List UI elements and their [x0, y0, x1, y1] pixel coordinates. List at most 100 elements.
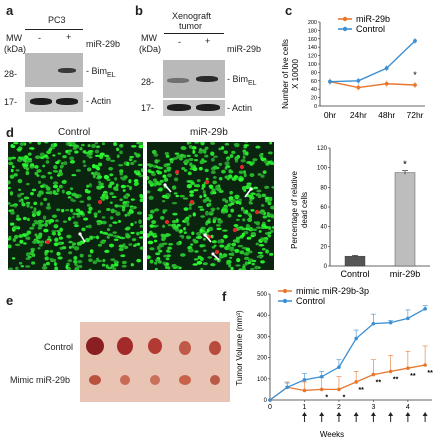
chart-f-point: [388, 320, 393, 325]
tumor-sample: [150, 375, 160, 385]
chart-f-annotation: *: [325, 394, 328, 401]
chart-c-ytick-label: 20: [311, 96, 317, 102]
chart-c-point: [356, 85, 361, 90]
chart-f-injection-arrowhead: [422, 412, 428, 416]
tumor-sample: [86, 337, 104, 355]
panel-a-band-actin: - Actin: [86, 96, 112, 106]
chart-c-ytick-label: 60: [311, 79, 317, 85]
chart-f-point: [302, 388, 307, 393]
chart-f-injection-arrowhead: [353, 412, 359, 416]
chart-c-point: [413, 39, 417, 43]
chart-c-ytick-label: 100: [308, 62, 317, 68]
panel-b-actin-band-1: [167, 104, 191, 111]
chart-f-point: [319, 387, 324, 392]
chart-c-legend-label: Control: [356, 24, 385, 34]
tumor-sample: [117, 337, 133, 355]
chart-d-ytick-label: 80: [320, 185, 327, 191]
cell-pointer-arrowhead: [163, 183, 167, 187]
chart-d-bar: [344, 255, 366, 267]
chart-f-xtick-label: 4: [406, 404, 410, 411]
panel-a-blot-actin: [25, 92, 83, 112]
chart-f-injection-arrowhead: [336, 412, 342, 416]
chart-c-point: [384, 81, 389, 86]
chart-f-ytick-label: 500: [257, 292, 268, 298]
chart-f-ytick-label: 400: [257, 313, 268, 319]
panel-a-cell-line: PC3: [48, 15, 66, 25]
chart-f: Tumor Volume (mm³) Weeks 0 100 200 300 400 50…: [235, 286, 433, 439]
chart-f-point: [319, 374, 324, 379]
chart-f-series-line: [269, 308, 426, 401]
dead-cell-marker: [254, 209, 260, 215]
chart-d-ytick-label: 20: [320, 244, 327, 250]
chart-f-xlabel: Weeks: [320, 430, 344, 439]
chart-c-point: [413, 83, 417, 87]
chart-f-point: [388, 369, 393, 374]
chart-f-annotation: *: [343, 394, 346, 401]
chart-f-injection-arrowhead: [388, 412, 394, 416]
chart-f-xtick-label: 1: [303, 404, 307, 411]
dead-cell-marker: [189, 199, 195, 205]
dead-cell-marker: [164, 219, 170, 225]
chart-f-point: [337, 365, 341, 369]
chart-d-annotation: *: [403, 160, 407, 171]
panel-a-blot-bim: [25, 53, 83, 87]
chart-f-point: [406, 316, 410, 321]
chart-f-point: [423, 363, 427, 367]
panel-a-bim-band: [58, 68, 76, 73]
chart-d-ytick-label: 120: [317, 146, 328, 152]
chart-c: Number of live cells X 10000 0 20 40 60 80 10…: [281, 14, 425, 120]
chart-d: Percentage of relative dead cells 0 20 40 6…: [290, 146, 430, 279]
panel-b-band-bim: - BimEL: [227, 74, 257, 87]
chart-f-injection-arrowhead: [319, 412, 325, 416]
tumor-sample: [209, 341, 221, 355]
chart-f-ytick-label: 300: [257, 334, 268, 340]
chart-c-annotation: *: [413, 70, 417, 80]
chart-c-xtick-label: 0hr: [324, 110, 336, 120]
cell-pointer-arrowhead: [211, 252, 215, 256]
chart-c-legend-marker: [342, 16, 348, 22]
chart-c-ylabel: Number of live cells: [281, 39, 290, 109]
chart-c-ytick-label: 160: [308, 37, 317, 43]
chart-f-point: [268, 398, 272, 402]
chart-c-ytick-label: 140: [308, 45, 317, 51]
panel-f-label: f: [222, 289, 227, 304]
chart-f-series-line: [269, 364, 426, 401]
chart-d-xtick-label: mir-29b: [390, 269, 421, 279]
chart-f-point: [302, 378, 307, 382]
chart-d-ytick-label: 40: [320, 225, 327, 231]
panel-b-bim-band-1: [167, 78, 189, 83]
panel-b-blot-actin: [163, 100, 225, 116]
chart-c-legend-label: miR-29b: [356, 14, 390, 24]
chart-f-point: [337, 387, 341, 392]
chart-c-point: [328, 79, 332, 84]
chart-f-point: [354, 336, 358, 341]
chart-f-annotation: **: [427, 370, 433, 377]
dead-cell-marker: [97, 199, 103, 205]
tumor-sample: [89, 375, 101, 385]
panel-a-plus: +: [66, 32, 72, 42]
chart-c-ytick-label: 180: [308, 28, 317, 34]
panel-a-minus: -: [38, 33, 41, 43]
tumor-sample: [148, 338, 162, 354]
dead-cell-marker: [45, 239, 51, 245]
chart-c-ylabel-2: X 10000: [291, 59, 300, 89]
tumor-sample: [179, 375, 191, 385]
chart-c-series-line: [329, 40, 416, 83]
panel-a-group-line: [25, 29, 83, 30]
tumor-photo: [80, 322, 230, 402]
cell-pointer-arrowhead: [78, 232, 82, 236]
panel-e-label: e: [6, 293, 14, 308]
panel-d-label: d: [6, 125, 14, 140]
panel-b-minus: -: [178, 37, 181, 47]
chart-f-point: [354, 380, 358, 384]
panel-b-sample-line1: Xenograft: [172, 11, 212, 21]
panel-b-treatment: miR-29b: [227, 44, 262, 54]
chart-c-ytick-label: 120: [308, 54, 317, 60]
chart-f-legend-label: mimic miR-29b-3p: [296, 286, 369, 296]
chart-f-xtick-label: 3: [371, 404, 375, 411]
panel-a-mw-label: MW: [6, 33, 22, 43]
chart-f-annotation: **: [358, 387, 364, 394]
chart-f-point: [371, 321, 376, 326]
panel-e-row-mimic: Mimic miR-29b: [10, 375, 71, 385]
chart-f-point: [371, 372, 376, 377]
